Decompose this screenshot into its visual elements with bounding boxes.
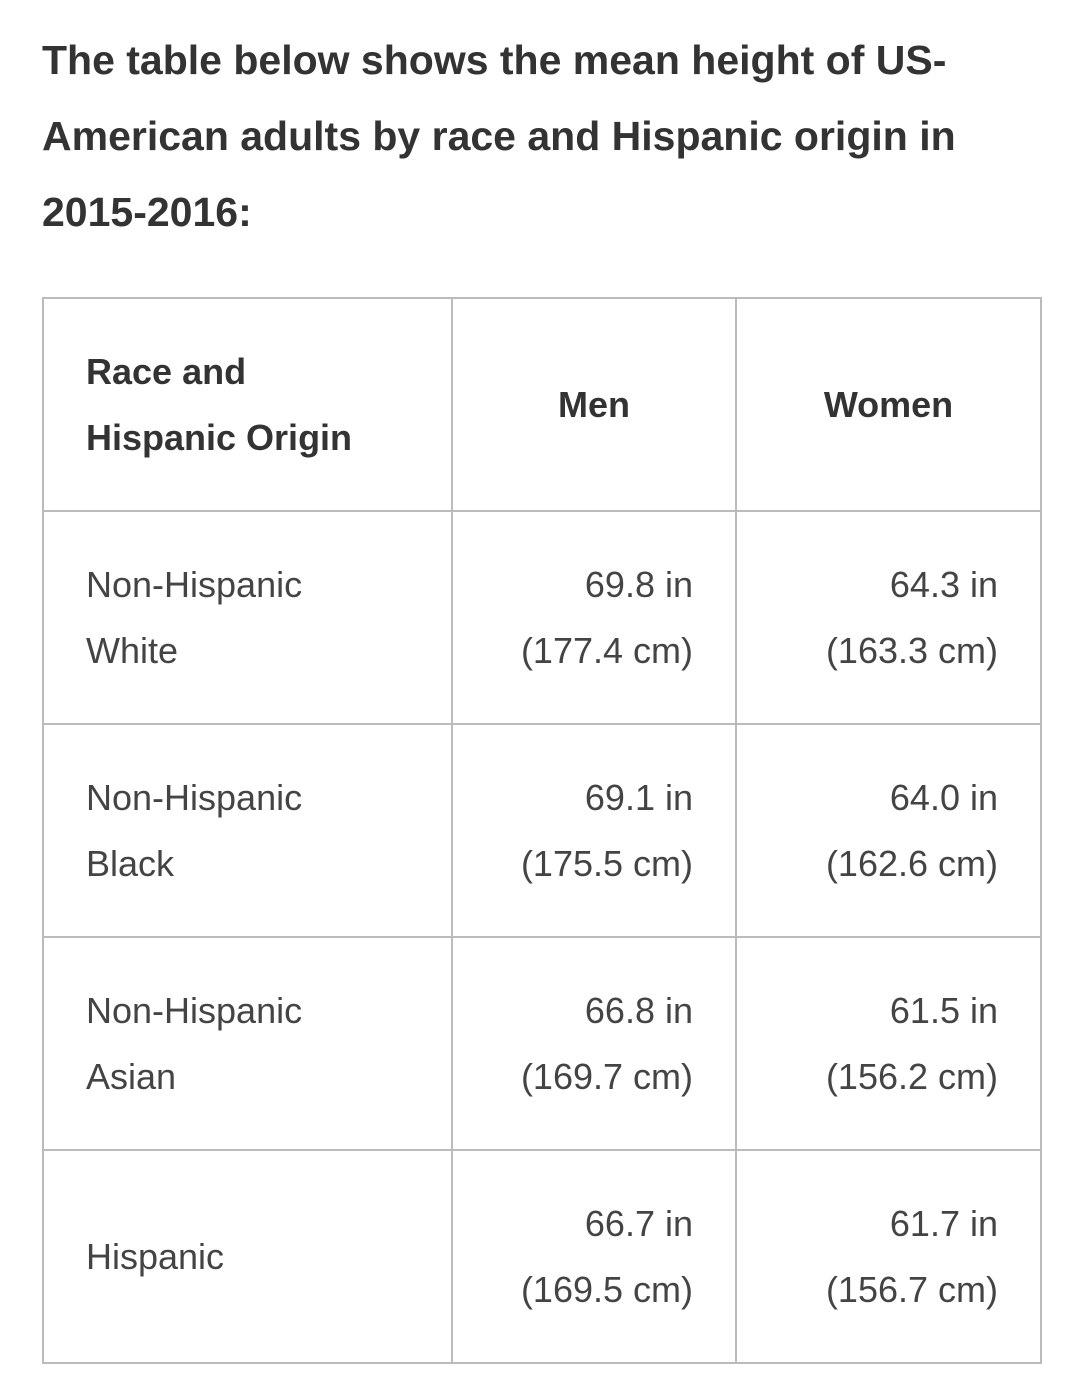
group-cell: Non-Hispanic White (42, 510, 453, 725)
table-row: Hispanic 66.7 in (169.5 cm) 61.7 in (156.7 c… (42, 1149, 1042, 1364)
cell-line: Hispanic (86, 1235, 225, 1277)
table-body: Non-Hispanic White 69.8 in (177.4 cm) 64.3 i… (42, 510, 1042, 1364)
header-cell: Women (735, 297, 1042, 512)
cell-line: (162.6 cm) (825, 842, 998, 884)
value-cell: 66.8 in (169.7 cm) (451, 936, 737, 1151)
cell-line: 66.7 in (584, 1202, 693, 1244)
cell-line: (175.5 cm) (520, 842, 693, 884)
cell-line: Men (558, 383, 630, 425)
group-cell: Non-Hispanic Asian (42, 936, 453, 1151)
cell-line: (169.7 cm) (520, 1055, 693, 1097)
table-row: Non-Hispanic Black 69.1 in (175.5 cm) 64.0 i… (42, 723, 1042, 938)
value-cell: 69.8 in (177.4 cm) (451, 510, 737, 725)
cell-line: Women (823, 383, 954, 425)
cell-line: (169.5 cm) (520, 1268, 693, 1310)
cell-line: (156.2 cm) (825, 1055, 998, 1097)
cell-line: Black (86, 842, 175, 884)
value-cell: 64.3 in (163.3 cm) (735, 510, 1042, 725)
value-cell: 64.0 in (162.6 cm) (735, 723, 1042, 938)
cell-line: 61.5 in (889, 989, 998, 1031)
header-cell: Race and Hispanic Origin (42, 297, 453, 512)
cell-line: 64.3 in (889, 563, 998, 605)
header-row: Race and Hispanic Origin Men Women (42, 297, 1042, 512)
cell-line: 61.7 in (889, 1202, 998, 1244)
cell-line: Non-Hispanic (86, 989, 303, 1031)
group-cell: Non-Hispanic Black (42, 723, 453, 938)
cell-line: (163.3 cm) (825, 629, 998, 671)
cell-line: Non-Hispanic (86, 776, 303, 818)
cell-line: Hispanic Origin (86, 416, 353, 458)
cell-line: (156.7 cm) (825, 1268, 998, 1310)
table-head: Race and Hispanic Origin Men Women (42, 297, 1042, 512)
heading: The table below shows the mean height of… (42, 37, 956, 235)
height-table: Race and Hispanic Origin Men Women Non-Hisp… (42, 297, 1042, 1364)
cell-line: White (86, 629, 179, 671)
value-cell: 66.7 in (169.5 cm) (451, 1149, 737, 1364)
cell-line: 66.8 in (584, 989, 693, 1031)
value-cell: 69.1 in (175.5 cm) (451, 723, 737, 938)
cell-line: Race and (86, 350, 247, 392)
cell-line: Asian (86, 1055, 177, 1097)
header-cell: Men (451, 297, 737, 512)
cell-line: 69.8 in (584, 563, 693, 605)
table-row: Non-Hispanic Asian 66.8 in (169.7 cm) 61.5 i… (42, 936, 1042, 1151)
value-cell: 61.5 in (156.2 cm) (735, 936, 1042, 1151)
cell-line: (177.4 cm) (520, 629, 693, 671)
cell-line: 64.0 in (889, 776, 998, 818)
group-cell: Hispanic (42, 1149, 453, 1364)
table-row: Non-Hispanic White 69.8 in (177.4 cm) 64.3 i… (42, 510, 1042, 725)
cell-line: Non-Hispanic (86, 563, 303, 605)
cell-line: 69.1 in (584, 776, 693, 818)
value-cell: 61.7 in (156.7 cm) (735, 1149, 1042, 1364)
